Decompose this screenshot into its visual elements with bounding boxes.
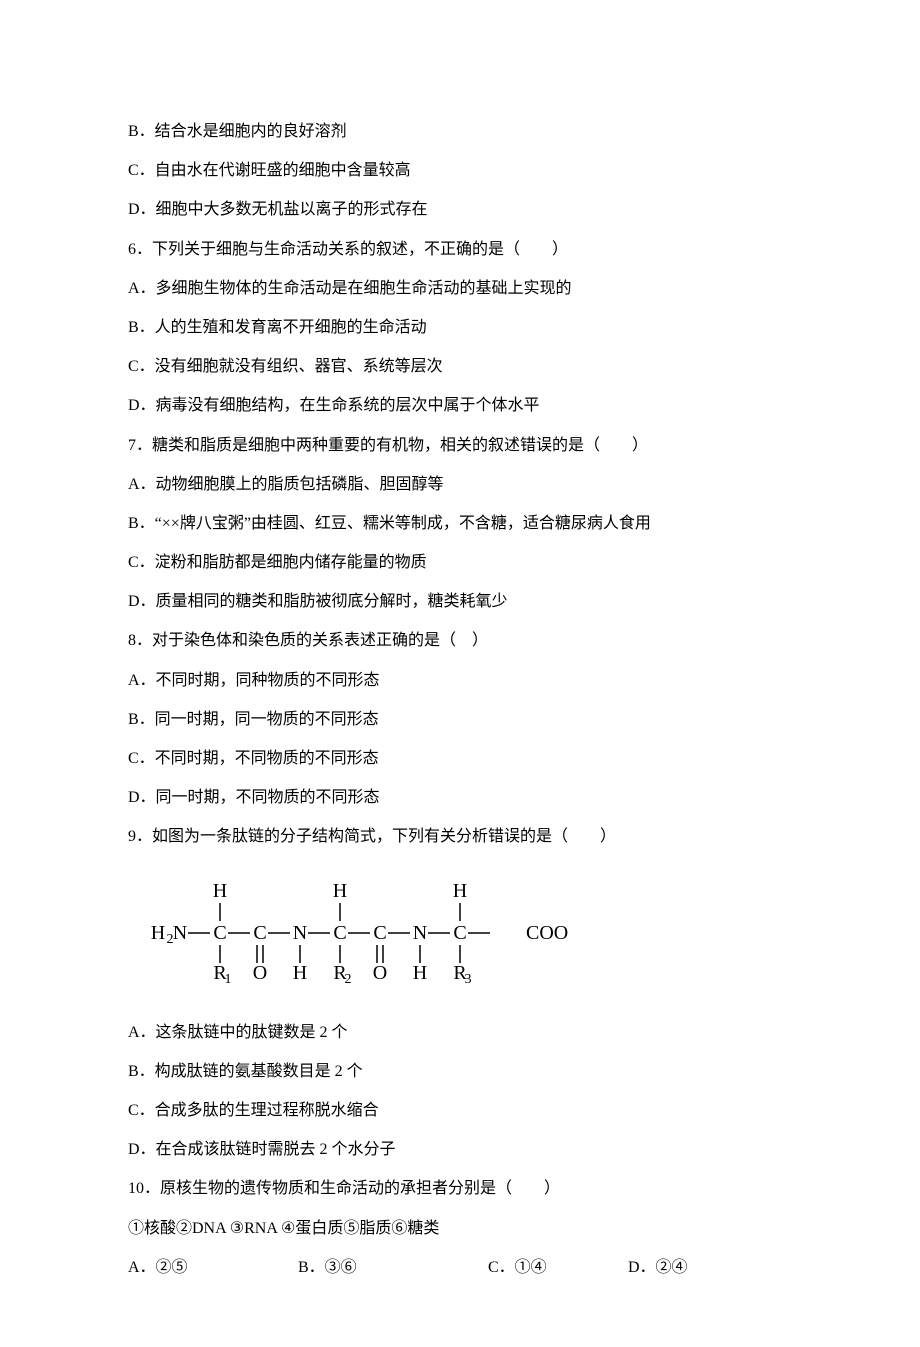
text-line: C．自由水在代谢旺盛的细胞中含量较高: [128, 151, 792, 190]
text-line: D．在合成该肽链时需脱去 2 个水分子: [128, 1130, 792, 1169]
text-line: A．不同时期，同种物质的不同形态: [128, 661, 792, 700]
svg-text:N: N: [293, 922, 307, 944]
svg-text:C: C: [213, 922, 226, 944]
text-line: B．“××牌八宝粥”由桂圆、红豆、糯米等制成，不含糖，适合糖尿病人食用: [128, 504, 792, 543]
svg-text:O: O: [373, 962, 387, 984]
svg-text:H: H: [151, 922, 165, 944]
option-d: D．②④: [628, 1248, 688, 1287]
svg-text:1: 1: [225, 972, 232, 987]
text-line: 7．糖类和脂质是细胞中两种重要的有机物，相关的叙述错误的是（ ）: [128, 426, 792, 465]
svg-text:C: C: [453, 922, 466, 944]
text-line: C．淀粉和脂肪都是细胞内储存能量的物质: [128, 543, 792, 582]
option-b: B．③⑥: [298, 1248, 488, 1287]
text-line: 6．下列关于细胞与生命活动关系的叙述，不正确的是（ ）: [128, 230, 792, 269]
text-line: C．不同时期，不同物质的不同形态: [128, 739, 792, 778]
svg-text:H: H: [293, 962, 307, 984]
text-line: B．结合水是细胞内的良好溶剂: [128, 112, 792, 151]
peptide-svg: H2N C H R1 C O: [128, 871, 568, 991]
text-line: 10．原核生物的遗传物质和生命活动的承担者分别是（ ）: [128, 1169, 792, 1208]
svg-text:C: C: [253, 922, 266, 944]
text-line: A．动物细胞膜上的脂质包括磷脂、胆固醇等: [128, 465, 792, 504]
q10-option-row: A．②⑤ B．③⑥ C．①④ D．②④: [128, 1248, 792, 1287]
text-line: D．细胞中大多数无机盐以离子的形式存在: [128, 190, 792, 229]
text-line: A．多细胞生物体的生命活动是在细胞生命活动的基础上实现的: [128, 269, 792, 308]
svg-text:N: N: [413, 922, 427, 944]
option-a: A．②⑤: [128, 1248, 298, 1287]
text-line: 9．如图为一条肽链的分子结构简式，下列有关分析错误的是（ ）: [128, 817, 792, 856]
text-line: B．同一时期，同一物质的不同形态: [128, 700, 792, 739]
option-c: C．①④: [488, 1248, 628, 1287]
document-page: B．结合水是细胞内的良好溶剂 C．自由水在代谢旺盛的细胞中含量较高 D．细胞中大…: [0, 0, 920, 1347]
svg-text:O: O: [253, 962, 267, 984]
peptide-structure-diagram: H2N C H R1 C O: [128, 871, 792, 995]
svg-text:3: 3: [465, 972, 472, 987]
svg-text:COOH: COOH: [526, 922, 568, 944]
text-line: D．同一时期，不同物质的不同形态: [128, 778, 792, 817]
svg-text:H: H: [413, 962, 427, 984]
text-line: A．这条肽链中的肽键数是 2 个: [128, 1013, 792, 1052]
svg-text:2: 2: [345, 972, 352, 987]
text-line: D．病毒没有细胞结构，在生命系统的层次中属于个体水平: [128, 386, 792, 425]
svg-text:C: C: [333, 922, 346, 944]
svg-text:H: H: [213, 880, 227, 902]
svg-text:H: H: [333, 880, 347, 902]
svg-text:N: N: [173, 922, 187, 944]
text-line: D．质量相同的糖类和脂肪被彻底分解时，糖类耗氧少: [128, 582, 792, 621]
svg-text:C: C: [373, 922, 386, 944]
text-line: B．人的生殖和发育离不开细胞的生命活动: [128, 308, 792, 347]
text-line: B．构成肽链的氨基酸数目是 2 个: [128, 1052, 792, 1091]
text-line: C．没有细胞就没有组织、器官、系统等层次: [128, 347, 792, 386]
text-line: C．合成多肽的生理过程称脱水缩合: [128, 1091, 792, 1130]
svg-text:H: H: [453, 880, 467, 902]
text-line: ①核酸②DNA ③RNA ④蛋白质⑤脂质⑥糖类: [128, 1209, 792, 1248]
text-line: 8．对于染色体和染色质的关系表述正确的是（ ）: [128, 621, 792, 660]
